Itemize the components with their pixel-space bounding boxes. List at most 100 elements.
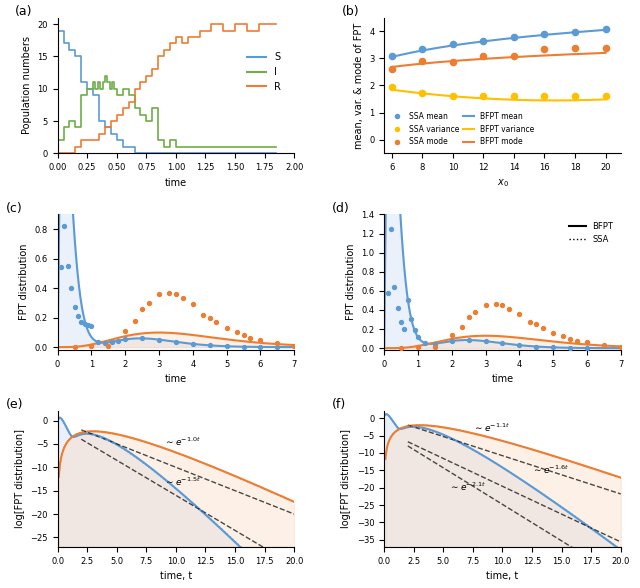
X-axis label: $x_0$: $x_0$ [497, 178, 508, 189]
Y-axis label: FPT distribution: FPT distribution [19, 244, 29, 320]
Point [429, 339, 440, 348]
Point [447, 336, 457, 346]
Text: $\sim e^{-1.1t}$: $\sim e^{-1.1t}$ [473, 422, 510, 434]
Point [478, 91, 488, 101]
Point [239, 342, 249, 352]
Point [417, 44, 428, 54]
Point [255, 335, 266, 345]
Point [504, 304, 515, 313]
X-axis label: time: time [165, 178, 187, 188]
Point [457, 322, 467, 332]
Point [389, 282, 399, 292]
Text: (b): (b) [342, 5, 359, 18]
Point [289, 341, 300, 350]
Point [478, 52, 488, 61]
X-axis label: time: time [165, 375, 187, 385]
Point [171, 289, 181, 299]
Point [448, 57, 458, 66]
Point [103, 341, 113, 350]
Y-axis label: log[FPT distribution]: log[FPT distribution] [15, 429, 25, 529]
Text: $\sim e^{-2.1t}$: $\sim e^{-2.1t}$ [449, 481, 486, 493]
Point [582, 338, 592, 347]
Legend: S, I, R: S, I, R [243, 48, 285, 96]
Legend: SSA mean, SSA variance, SSA mode, BFPT mean, BFPT variance, BFPT mode: SSA mean, SSA variance, SSA mode, BFPT m… [388, 109, 538, 149]
Point [137, 304, 147, 313]
Point [396, 318, 406, 327]
Point [205, 313, 215, 322]
Point [188, 300, 198, 309]
Point [515, 340, 525, 350]
X-axis label: time, t: time, t [486, 571, 518, 581]
Point [616, 342, 626, 352]
Point [420, 338, 430, 348]
Point [66, 283, 76, 293]
Point [107, 337, 117, 346]
Point [86, 322, 97, 331]
Point [570, 44, 580, 53]
Point [83, 320, 93, 330]
Point [540, 44, 550, 54]
Point [392, 303, 403, 313]
Point [272, 342, 282, 352]
Text: (e): (e) [6, 399, 23, 412]
Point [403, 295, 413, 305]
Point [600, 24, 611, 34]
Point [120, 326, 131, 336]
Point [383, 288, 393, 298]
Point [399, 325, 410, 334]
Point [600, 44, 611, 53]
Point [515, 309, 525, 318]
Y-axis label: log[FPT distribution]: log[FPT distribution] [341, 429, 351, 529]
Point [538, 323, 548, 333]
Point [463, 335, 474, 345]
Point [144, 298, 154, 308]
Point [221, 342, 232, 351]
Text: (d): (d) [332, 202, 350, 215]
Point [396, 343, 406, 353]
Point [272, 338, 282, 348]
Point [413, 342, 423, 352]
Point [120, 335, 131, 344]
Point [76, 318, 86, 327]
Point [73, 312, 83, 321]
Legend: BFPT, SSA: BFPT, SSA [566, 219, 616, 248]
Text: (f): (f) [332, 399, 346, 412]
Point [582, 343, 592, 353]
Point [245, 333, 255, 343]
Text: $\sim e^{-1.6t}$: $\sim e^{-1.6t}$ [532, 463, 569, 476]
Point [558, 332, 568, 341]
Point [69, 342, 79, 352]
Point [221, 323, 232, 333]
Point [177, 294, 188, 303]
Point [100, 338, 110, 348]
Point [56, 263, 66, 272]
X-axis label: time, t: time, t [160, 571, 192, 581]
Point [113, 336, 124, 345]
Point [524, 317, 534, 326]
Point [481, 300, 491, 310]
Point [93, 338, 103, 347]
Point [171, 337, 181, 346]
Y-axis label: FPT distribution: FPT distribution [346, 244, 356, 320]
Point [164, 288, 174, 298]
Point [188, 339, 198, 349]
Point [497, 300, 508, 310]
Point [463, 312, 474, 322]
Point [154, 335, 164, 345]
Point [448, 91, 458, 101]
Point [509, 32, 519, 42]
Point [413, 332, 423, 342]
Point [448, 39, 458, 49]
Point [429, 342, 440, 352]
Point [410, 326, 420, 335]
Point [386, 224, 396, 233]
Point [540, 30, 550, 39]
Point [154, 289, 164, 299]
Point [239, 330, 249, 340]
Point [565, 343, 575, 352]
Point [509, 91, 519, 101]
Point [572, 336, 582, 346]
Point [387, 52, 397, 61]
Point [86, 341, 97, 350]
Point [211, 318, 221, 327]
